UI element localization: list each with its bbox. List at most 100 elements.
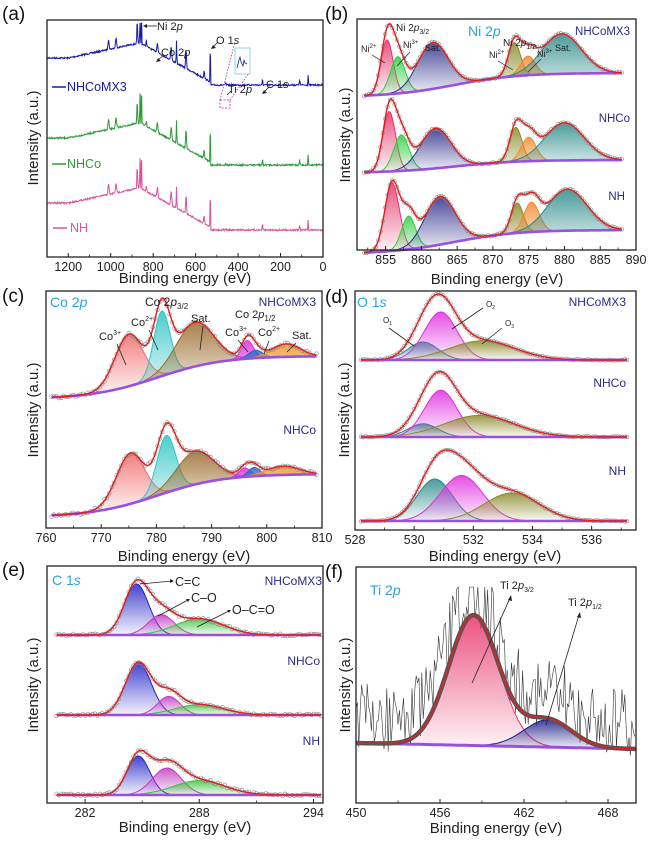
annotations-f: Ti 2p3/2 Ti 2p1/2: [471, 580, 602, 726]
svg-text:Ti 2p3/2: Ti 2p3/2: [500, 580, 534, 594]
data-point: [157, 601, 163, 606]
data-point: [416, 397, 422, 403]
data-point: [579, 47, 584, 52]
data-point: [131, 663, 136, 668]
data-point: [153, 596, 158, 601]
data-point: [407, 337, 412, 342]
data-point: [477, 471, 482, 476]
data-point: [201, 450, 206, 455]
data-point: [450, 306, 455, 311]
data-point: [121, 337, 126, 342]
data-point: [421, 388, 426, 393]
spectrum-nhco: [54, 660, 324, 719]
data-point: [155, 598, 160, 604]
data-point: [453, 310, 458, 315]
envelope-fit-line: [364, 98, 622, 173]
data-point: [502, 227, 507, 233]
data-point: [491, 481, 497, 487]
x-tick-label: 282: [75, 806, 96, 820]
data-point: [150, 676, 155, 681]
data-point: [431, 373, 436, 378]
data-point: [530, 127, 535, 132]
data-point: [516, 34, 521, 40]
component-area: [360, 493, 628, 521]
data-point: [586, 141, 592, 146]
data-point: [453, 210, 458, 215]
data-point: [577, 130, 582, 135]
legend-label-nhco: NHCo: [67, 157, 101, 171]
x-axis-label-a: Binding energy (eV): [119, 270, 252, 287]
data-point: [189, 616, 194, 622]
data-point: [399, 510, 405, 515]
element-title-o1s: O 1s: [357, 294, 387, 310]
inset-box: [234, 47, 251, 75]
svg-text:Co3+: Co3+: [225, 326, 247, 339]
data-point: [100, 501, 105, 506]
panel-label-c: (c): [2, 286, 24, 307]
data-point: [584, 202, 589, 207]
data-point: [533, 499, 538, 504]
x-tick-label: 0: [320, 260, 327, 274]
x-tick-label: 600: [185, 260, 206, 274]
data-point: [539, 199, 545, 204]
x-tick-label: 532: [463, 533, 484, 547]
data-point: [453, 384, 458, 390]
data-point: [443, 133, 449, 138]
component-area: [56, 584, 322, 635]
panel-e: (e) 282 288 294 Binding energy (eV) Intens…: [2, 560, 324, 836]
svg-text:Co 2p1/2: Co 2p1/2: [235, 309, 276, 323]
svg-text:O1: O1: [383, 316, 392, 327]
data-point: [582, 199, 587, 204]
spectrum-nhco: [49, 420, 319, 519]
spectrum-nh: [54, 748, 324, 799]
inset-trace: [236, 55, 248, 69]
component-area: [56, 756, 322, 795]
svg-text:Co 2p: Co 2p: [161, 47, 190, 59]
data-point: [155, 681, 160, 686]
data-point: [472, 466, 477, 471]
svg-text:Co2+: Co2+: [131, 316, 153, 329]
data-point: [254, 461, 259, 467]
data-point: [535, 193, 540, 199]
plot-frame-c: [45, 290, 323, 529]
data-point: [177, 692, 182, 697]
svg-text:Ni3+: Ni3+: [403, 40, 419, 50]
panel-label-e: (e): [2, 560, 25, 581]
data-point: [465, 401, 470, 407]
data-point: [399, 425, 405, 430]
data-point: [448, 203, 453, 208]
svg-text:Ni2+: Ni2+: [489, 50, 505, 60]
data-point: [428, 375, 434, 380]
envelope-fit-line: [364, 23, 622, 97]
data-point: [458, 392, 463, 397]
spectrum-nh: [358, 447, 630, 524]
sample-label-nhcomx3-c: NHCoMX3: [259, 295, 317, 309]
data-point: [433, 371, 439, 376]
spectrum-nhcomx3: [49, 297, 319, 401]
data-point: [426, 299, 431, 304]
data-point: [467, 462, 472, 467]
svg-text:Ti 2p: Ti 2p: [228, 84, 252, 96]
data-point: [371, 87, 376, 93]
data-point: [455, 214, 460, 219]
data-point: [586, 55, 592, 60]
y-axis-label-d: Intensity (a.u.): [336, 362, 353, 457]
component-area: [51, 334, 317, 398]
component-area: [51, 466, 317, 516]
x-tick-label: 760: [36, 531, 57, 545]
x-axis-label-b: Binding energy (eV): [431, 271, 564, 288]
envelope-fit-line: [360, 449, 628, 522]
data-point: [455, 389, 460, 394]
data-point: [455, 69, 460, 74]
x-tick-label: 860: [411, 253, 432, 267]
svg-text:Sat.: Sat.: [191, 313, 211, 325]
x-tick-label: 890: [626, 253, 647, 267]
data-point: [582, 49, 587, 55]
data-point: [414, 489, 419, 494]
peak-label-co2p: Co 2p: [156, 47, 190, 62]
y-axis-label-b: Intensity (a.u.): [337, 87, 354, 182]
data-point: [426, 379, 431, 384]
data-point: [184, 769, 189, 774]
envelope-fit-line: [356, 614, 637, 750]
data-point: [179, 444, 184, 449]
